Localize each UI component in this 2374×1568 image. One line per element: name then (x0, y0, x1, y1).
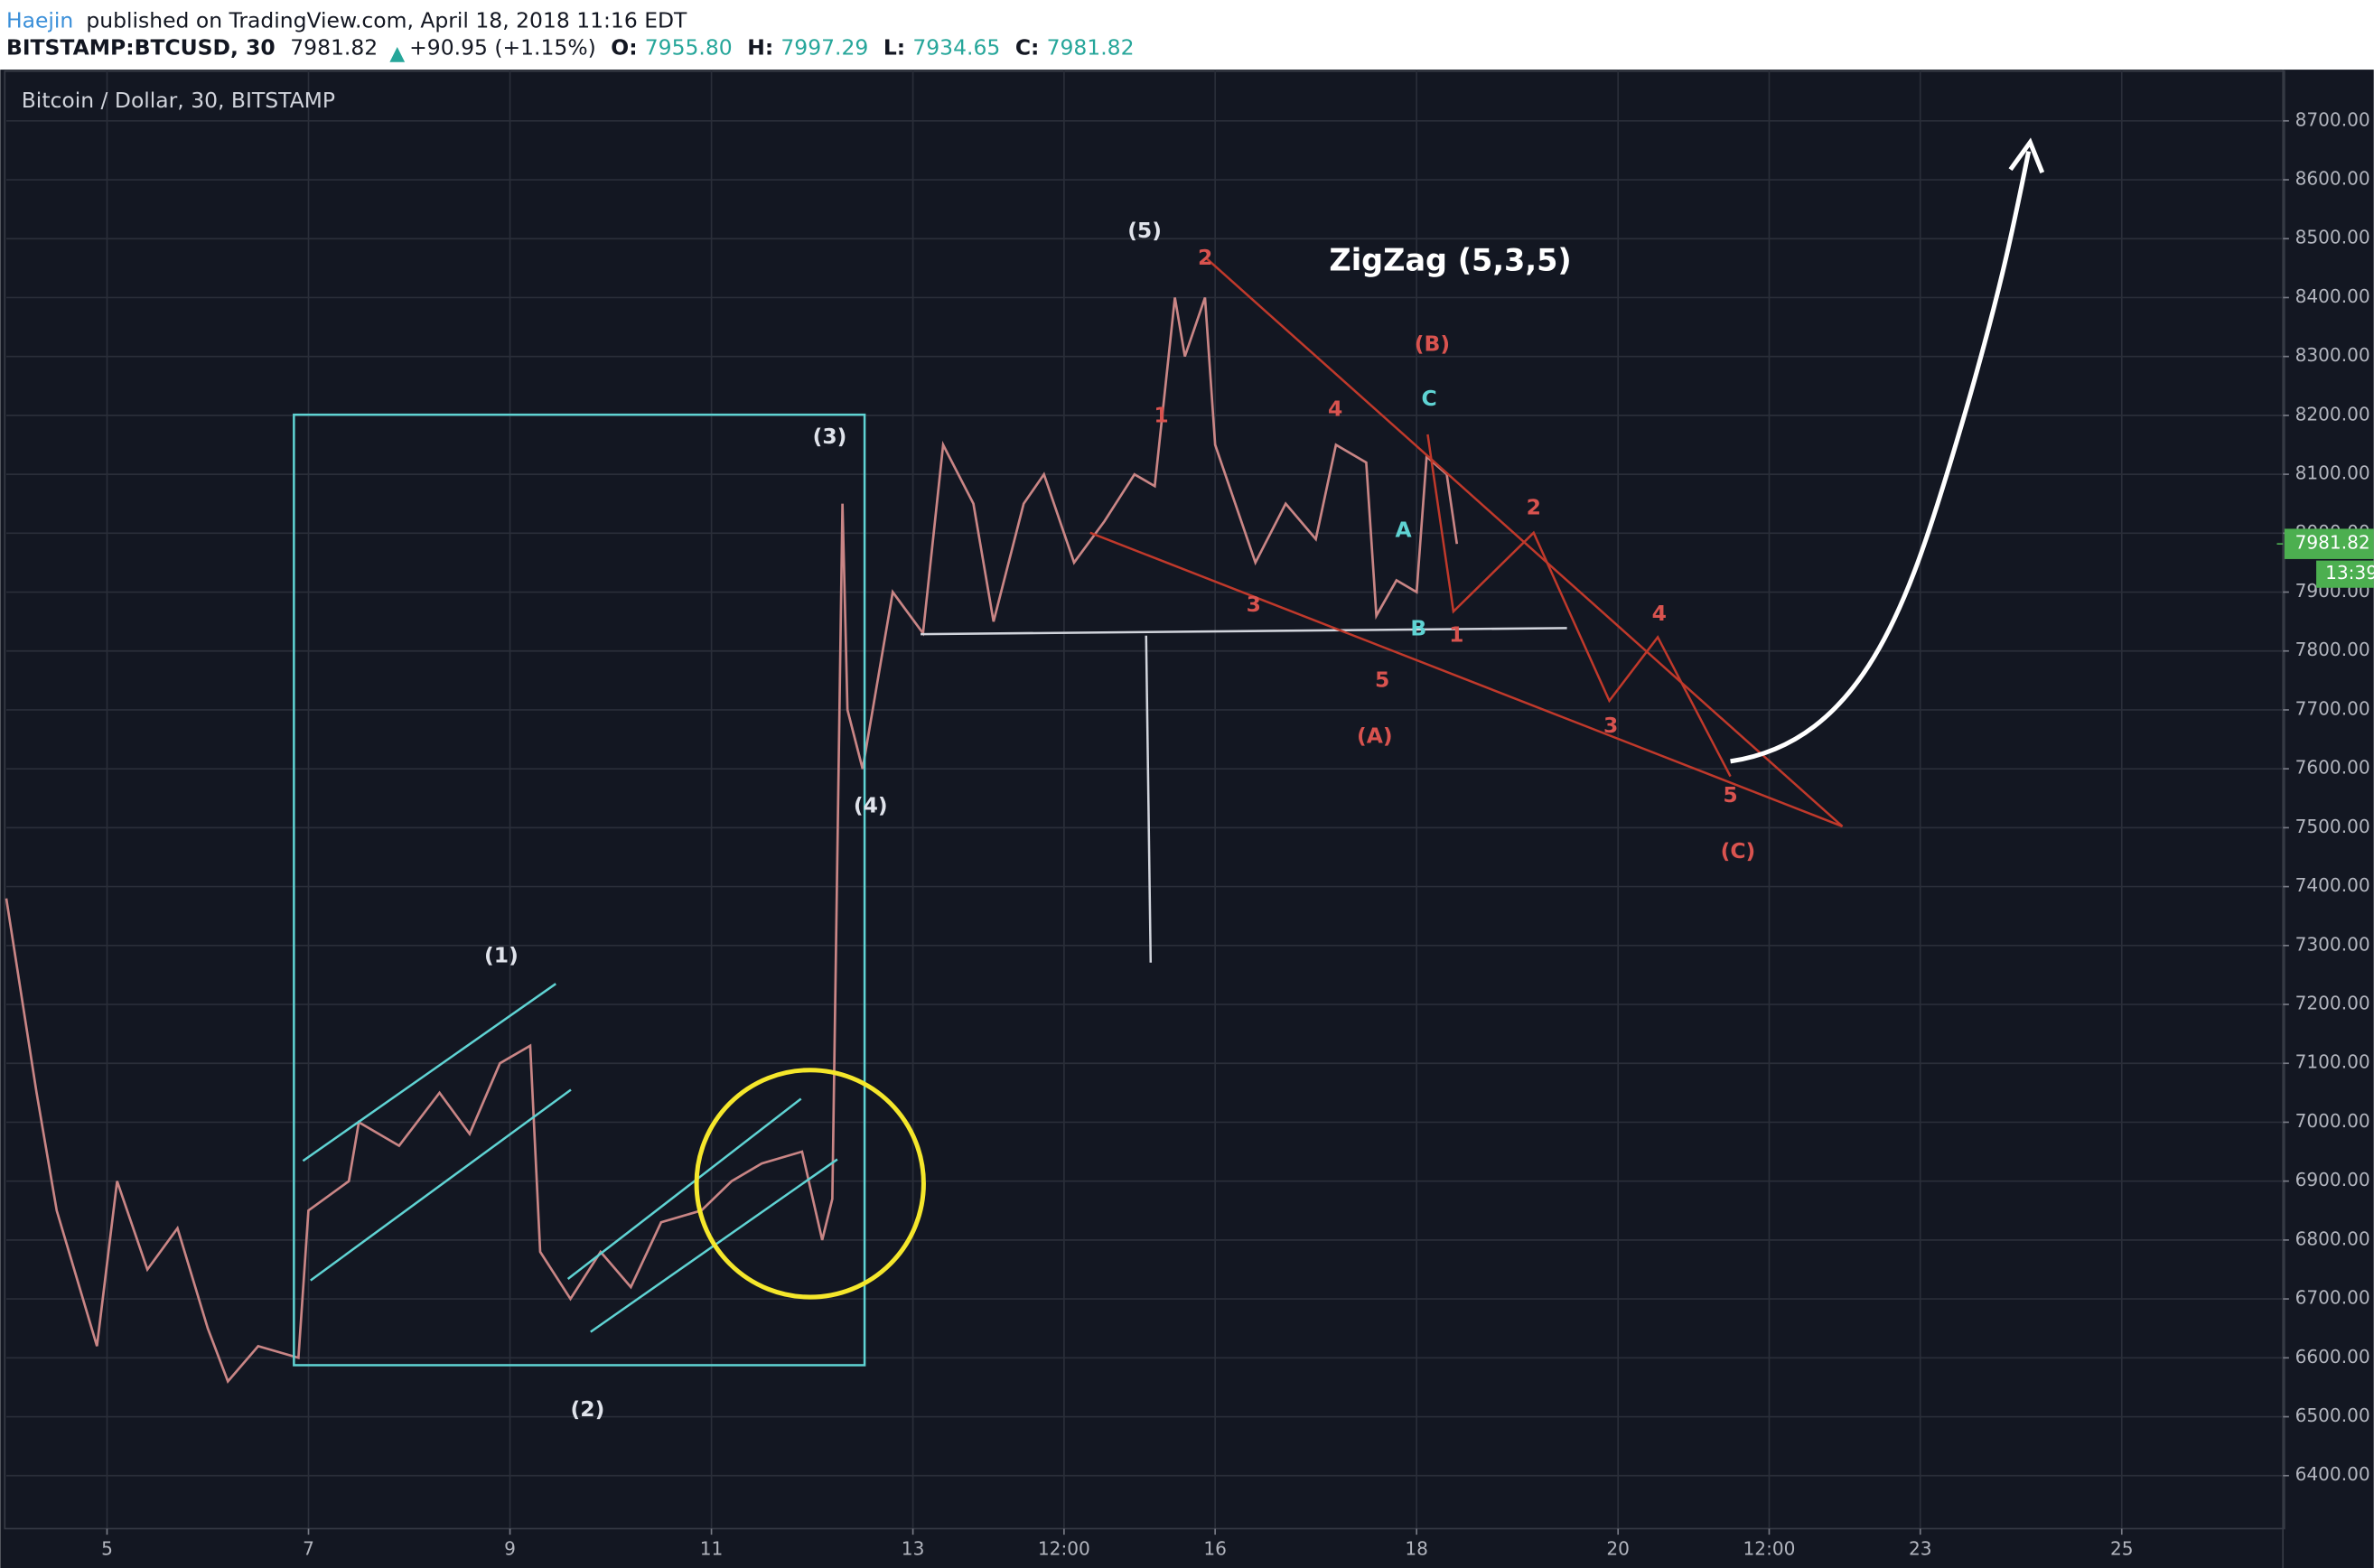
y-tick-label: 7300.00 (2295, 933, 2370, 955)
chart-title: Bitcoin / Dollar, 30, BITSTAMP (22, 88, 335, 113)
header-line-1: Haejin published on TradingView.com, Apr… (6, 7, 687, 33)
countdown-bg (2316, 560, 2374, 588)
up-triangle (389, 46, 406, 62)
chart-heading: ZigZag (5,3,5) (1329, 242, 1571, 277)
author[interactable]: Haejin (6, 7, 73, 33)
vertical-line (1145, 635, 1153, 963)
header-line-2: BITSTAMP:BTCUSD, 30 7981.82 +90.95 (+1.1… (6, 34, 1135, 60)
channel-line (302, 983, 556, 1162)
countdown: 13:39 (2325, 562, 2374, 583)
change: +90.95 (+1.15%) (409, 34, 596, 60)
wave-label: (B) (1415, 331, 1450, 357)
y-tick-label: 7100.00 (2295, 1051, 2370, 1073)
y-tick-label: 6900.00 (2295, 1169, 2370, 1190)
x-tick-label: 13 (902, 1537, 925, 1559)
wave-label: 3 (1603, 713, 1618, 738)
y-tick-label: 7700.00 (2295, 697, 2370, 719)
x-tick-label: 12:00 (1038, 1537, 1090, 1559)
x-tick-label: 25 (2110, 1537, 2134, 1559)
y-tick-label: 8600.00 (2295, 168, 2370, 190)
y-tick-label: 8200.00 (2295, 403, 2370, 425)
x-tick-label: 7 (303, 1537, 314, 1559)
y-tick-label: 6500.00 (2295, 1405, 2370, 1426)
x-tick-label: 23 (1909, 1537, 1932, 1559)
wave-label: 5 (1723, 782, 1737, 807)
y-tick-label: 8400.00 (2295, 285, 2370, 307)
x-tick-label: 20 (1606, 1537, 1630, 1559)
close-label: C: (1015, 34, 1040, 60)
circle (694, 1068, 926, 1300)
wave-label: 4 (1652, 601, 1667, 626)
wave-label: 1 (1154, 402, 1168, 427)
last-price: 7981.82 (290, 34, 378, 60)
wave-label: (C) (1721, 838, 1756, 863)
zigzag-path (1426, 434, 1732, 778)
price-tag: 7981.82 (2295, 532, 2370, 554)
arrow (1730, 151, 2032, 764)
wave-label: 1 (1449, 621, 1463, 647)
box (293, 413, 866, 1367)
y-tick-label: 6800.00 (2295, 1227, 2370, 1249)
y-tick-label: 8100.00 (2295, 462, 2370, 484)
channel-line (310, 1088, 572, 1282)
arrow-head (2008, 137, 2045, 173)
high: 7997.29 (780, 34, 868, 60)
wave-label: (2) (571, 1396, 605, 1422)
plot (5, 297, 1459, 1384)
wave-label: C (1422, 386, 1437, 411)
wave-label: (1) (484, 943, 519, 968)
symbol: BITSTAMP:BTCUSD, 30 (6, 34, 276, 60)
y-tick-label: 7000.00 (2295, 1110, 2370, 1132)
wave-label: 2 (1198, 245, 1212, 270)
y-tick-label: 7800.00 (2295, 639, 2370, 660)
wave-label: (4) (854, 793, 888, 818)
y-tick-label: 8300.00 (2295, 344, 2370, 366)
horizontal-line (921, 627, 1567, 636)
wave-label: 5 (1375, 667, 1389, 693)
open: 7955.80 (645, 34, 733, 60)
x-tick-label: 12:00 (1743, 1537, 1796, 1559)
x-tick-label: 9 (504, 1537, 516, 1559)
y-tick-label: 7400.00 (2295, 874, 2370, 896)
x-tick-label: 18 (1405, 1537, 1428, 1559)
open-label: O: (611, 34, 637, 60)
wave-label: 3 (1247, 592, 1261, 617)
x-tick-label: 5 (101, 1537, 113, 1559)
x-tick-label: 16 (1203, 1537, 1227, 1559)
y-tick-label: 8500.00 (2295, 227, 2370, 248)
y-tick-label: 8700.00 (2295, 108, 2370, 130)
y-tick-label: 7200.00 (2295, 993, 2370, 1014)
wave-label: (3) (813, 424, 847, 449)
wave-label: A (1396, 518, 1413, 543)
y-tick-label: 6400.00 (2295, 1463, 2370, 1485)
wave-label: 2 (1527, 495, 1541, 520)
axes: 6400.00 6500.00 6600.00 6700.00 6800.00 6900.… (101, 108, 2374, 1559)
high-label: H: (747, 34, 773, 60)
low: 7934.65 (912, 34, 1000, 60)
wave-label: (A) (1357, 723, 1393, 749)
price-line (5, 297, 1459, 1384)
x-tick-label: 11 (700, 1537, 724, 1559)
plot-border (4, 70, 2285, 1530)
wave-label: 4 (1328, 397, 1342, 422)
wave-label: (5) (1127, 218, 1162, 243)
drawings (293, 137, 2045, 1367)
published: published on TradingView.com, April 18, … (86, 7, 687, 33)
chart-bg (0, 70, 2374, 1568)
price-tag-bg (2284, 528, 2374, 559)
close: 7981.82 (1047, 34, 1135, 60)
y-tick-label: 6600.00 (2295, 1346, 2370, 1367)
channel-line (566, 1097, 802, 1280)
y-tick-label: 6700.00 (2295, 1287, 2370, 1309)
wave-label: B (1410, 616, 1426, 641)
y-tick-label: 7600.00 (2295, 757, 2370, 779)
y-tick-label: 7500.00 (2295, 816, 2370, 837)
low-label: L: (883, 34, 905, 60)
trend-line (1089, 531, 1844, 828)
annotations: (1) (2) (3) (4) (5) 2 1 3 4 5 (A) (B) (C) 1 2 3 4 5 A B C (484, 218, 1755, 1422)
